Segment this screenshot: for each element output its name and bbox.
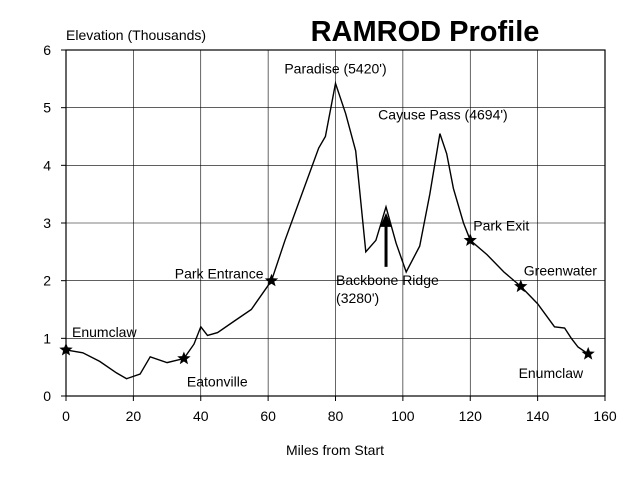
y-tick-label: 1 (43, 330, 51, 346)
x-tick-label: 140 (526, 408, 550, 424)
y-tick-label: 6 (43, 42, 51, 58)
town-markers: Enumclaw Eatonville Park Entrance Park Exit… (59, 217, 597, 390)
x-axis: 0 20 40 60 80 100 120 140 160 (62, 396, 617, 424)
x-tick-label: 160 (593, 408, 617, 424)
x-tick-label: 120 (459, 408, 483, 424)
x-tick-label: 20 (126, 408, 142, 424)
town-star-marker (264, 273, 279, 287)
annotations: Paradise (5420') Cayuse Pass (4694') Backb… (284, 60, 507, 305)
y-tick-label: 5 (43, 100, 51, 116)
town-label: Eatonville (187, 374, 248, 390)
x-tick-label: 0 (62, 408, 70, 424)
y-tick-label: 4 (43, 157, 51, 173)
y-tick-label: 3 (43, 215, 51, 231)
town-star-marker (514, 279, 528, 293)
x-tick-label: 60 (260, 408, 276, 424)
x-tick-label: 80 (328, 408, 344, 424)
grid (66, 50, 605, 396)
town-star-marker (463, 233, 477, 246)
town-star-marker (177, 351, 191, 365)
x-tick-label: 40 (193, 408, 209, 424)
y-axis: 0 1 2 3 4 5 6 (43, 42, 66, 404)
y-tick-label: 2 (43, 273, 51, 289)
ridge-arrow-head (380, 212, 393, 227)
chart-title: RAMROD Profile (311, 16, 540, 48)
x-axis-label: Miles from Start (286, 442, 384, 458)
elevation-line (65, 80, 589, 380)
ridge-elevation-label: (3280') (336, 290, 379, 306)
ridge-label: Backbone Ridge (336, 272, 439, 288)
town-label: Park Entrance (175, 266, 264, 282)
town-label: Enumclaw (72, 324, 137, 340)
town-star-marker (581, 346, 595, 360)
town-label: Park Exit (473, 217, 529, 233)
y-axis-label: Elevation (Thousands) (66, 27, 206, 43)
town-label: Greenwater (524, 262, 597, 278)
pass-label: Cayuse Pass (4694') (378, 107, 508, 123)
town-label: Enumclaw (519, 365, 584, 381)
x-tick-label: 100 (391, 408, 415, 424)
summit-label: Paradise (5420') (284, 60, 386, 76)
y-tick-label: 0 (43, 388, 51, 404)
town-star-marker (59, 342, 73, 356)
